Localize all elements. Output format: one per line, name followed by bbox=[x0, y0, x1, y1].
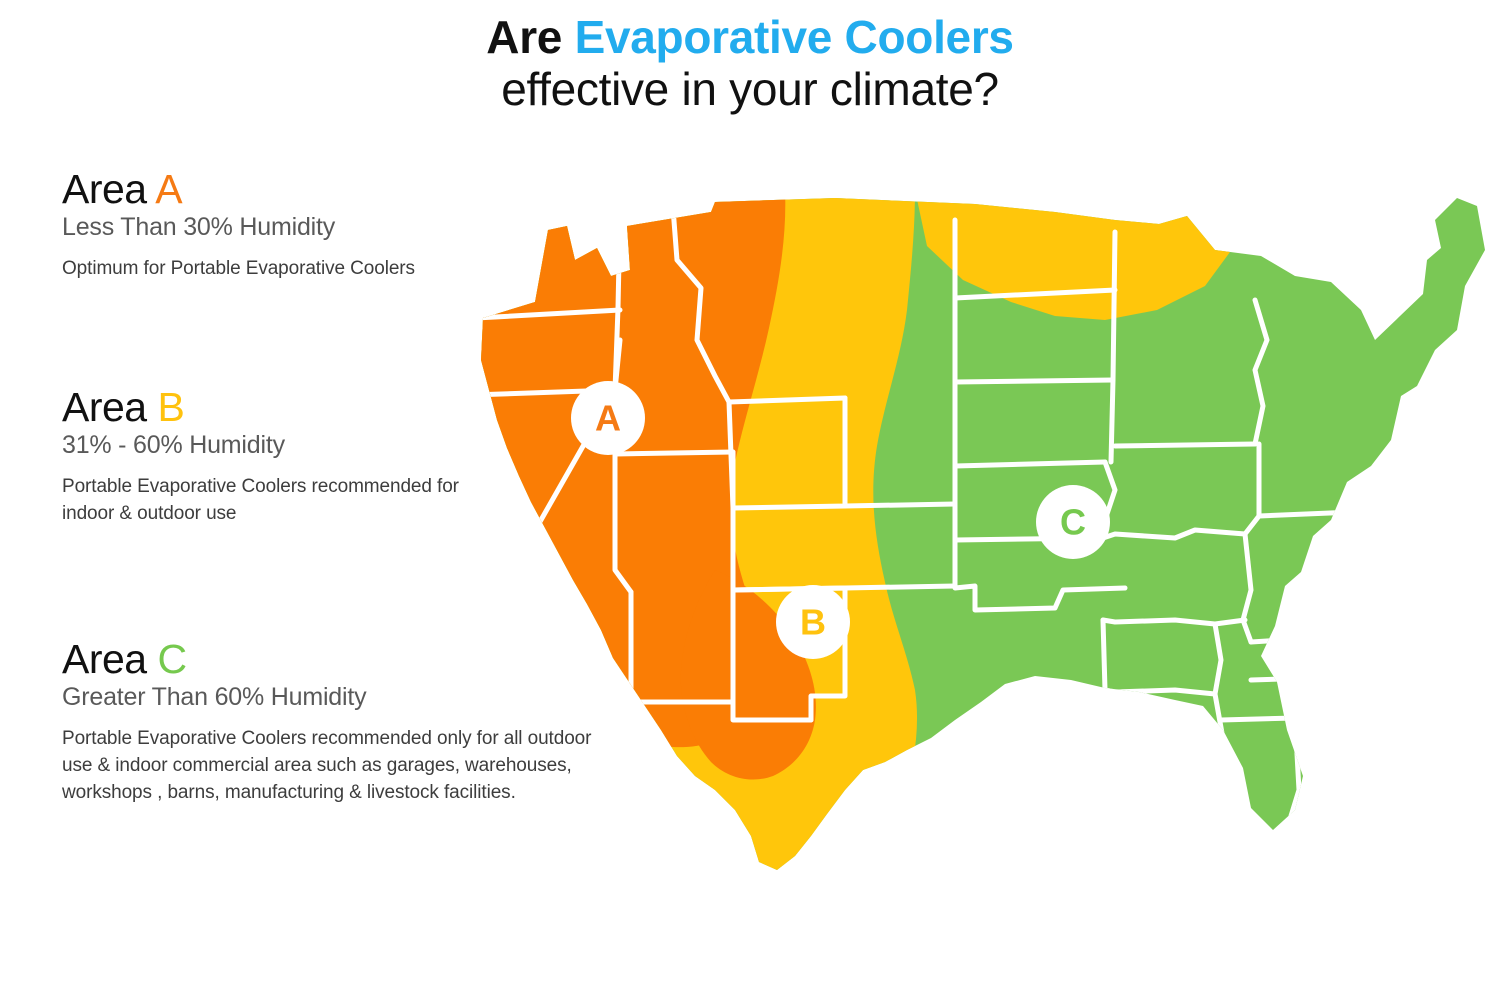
area-c-heading: Area C bbox=[62, 636, 622, 682]
map-marker-a[interactable]: A bbox=[571, 381, 645, 455]
area-c-description: Portable Evaporative Coolers recommended… bbox=[62, 728, 592, 803]
marker-c-label: C bbox=[1060, 502, 1086, 543]
legend-group-area-a: Area A Less Than 30% Humidity Optimum fo… bbox=[62, 166, 492, 283]
marker-b-label: B bbox=[800, 602, 826, 643]
title-line-2: effective in your climate? bbox=[501, 62, 999, 115]
legend-group-area-c: Area C Greater Than 60% Humidity Portabl… bbox=[62, 636, 622, 807]
area-b-heading: Area B bbox=[62, 384, 492, 430]
area-a-heading-prefix: Area bbox=[62, 166, 156, 212]
area-c-humidity: Greater Than 60% Humidity bbox=[62, 683, 367, 712]
legend-group-area-b: Area B 31% - 60% Humidity Portable Evapo… bbox=[62, 384, 492, 528]
area-a-description: Optimum for Portable Evaporative Coolers bbox=[62, 258, 415, 280]
title-line-1: Are Evaporative Coolers bbox=[0, 11, 1500, 64]
area-b-heading-prefix: Area bbox=[62, 384, 158, 430]
area-b-humidity: 31% - 60% Humidity bbox=[62, 431, 285, 460]
map-markers: A B C bbox=[571, 381, 1110, 659]
area-b-description: Portable Evaporative Coolers recommended… bbox=[62, 476, 459, 525]
marker-b-circle bbox=[776, 585, 850, 659]
marker-c-circle bbox=[1036, 485, 1110, 559]
area-b-letter: B bbox=[157, 384, 185, 430]
map-marker-c[interactable]: C bbox=[1036, 485, 1110, 559]
us-humidity-map: A B C bbox=[415, 190, 1490, 910]
title-prefix: Are bbox=[486, 11, 575, 63]
marker-a-circle bbox=[571, 381, 645, 455]
area-c-letter: C bbox=[157, 636, 188, 682]
area-a-humidity: Less Than 30% Humidity bbox=[62, 213, 336, 242]
title-accent: Evaporative Coolers bbox=[574, 11, 1014, 63]
map-svg: A B C bbox=[481, 198, 1485, 870]
area-a-heading: Area A bbox=[62, 166, 492, 212]
area-c-heading-prefix: Area bbox=[62, 636, 158, 682]
area-a-letter: A bbox=[155, 166, 183, 212]
map-marker-b[interactable]: B bbox=[776, 585, 850, 659]
page-title: Are Evaporative Coolers effective in you… bbox=[0, 11, 1500, 115]
marker-a-label: A bbox=[595, 398, 621, 439]
